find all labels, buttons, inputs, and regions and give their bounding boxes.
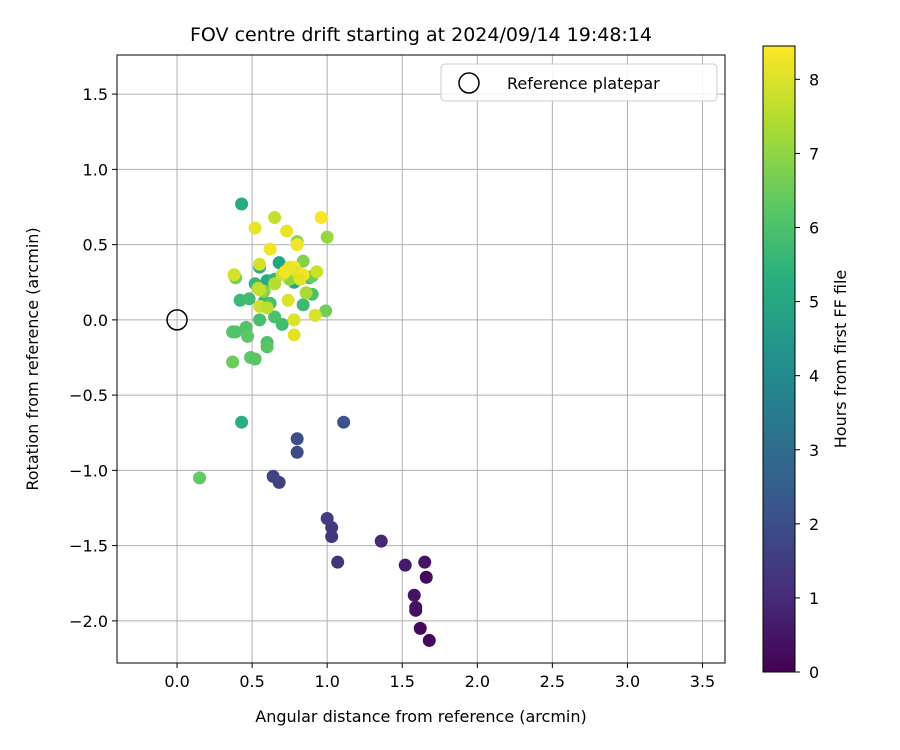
data-point xyxy=(290,445,304,459)
data-point xyxy=(314,211,328,225)
data-point xyxy=(193,471,207,485)
colorbar-tick-label: 7 xyxy=(809,144,819,163)
data-point xyxy=(235,415,249,429)
x-tick-label: 0.0 xyxy=(164,672,189,691)
data-point xyxy=(398,558,412,572)
data-point xyxy=(281,293,295,307)
colorbar-ticks: 0 1 2 3 4 5 6 7 8 xyxy=(795,70,819,682)
y-tick-label: 0.5 xyxy=(83,236,108,255)
y-tick-label: −1.0 xyxy=(69,461,108,480)
data-point xyxy=(418,555,432,569)
y-tick-label: −1.5 xyxy=(69,537,108,556)
legend-box xyxy=(440,63,718,102)
data-point xyxy=(253,257,267,271)
data-point xyxy=(283,260,297,274)
data-point xyxy=(242,292,256,306)
data-point xyxy=(248,352,262,366)
data-point xyxy=(422,633,436,647)
chart-title: FOV centre drift starting at 2024/09/14 … xyxy=(190,24,652,46)
colorbar-tick-label: 2 xyxy=(809,515,819,534)
data-point xyxy=(320,512,334,526)
colorbar-tick-label: 4 xyxy=(809,367,819,386)
x-tick-label: 1.5 xyxy=(390,672,415,691)
colorbar: 0 1 2 3 4 5 6 7 8 Hours from first FF file xyxy=(762,45,850,682)
data-point xyxy=(407,588,421,602)
data-point xyxy=(227,268,241,282)
legend: Reference platepar xyxy=(440,63,718,102)
y-tick-label: −0.5 xyxy=(69,386,108,405)
data-point xyxy=(260,340,274,354)
y-axis-title: Rotation from reference (arcmin) xyxy=(23,227,42,490)
plot-frame xyxy=(116,54,726,664)
data-point xyxy=(226,355,240,369)
colorbar-tick-label: 8 xyxy=(809,70,819,89)
colorbar-tick-label: 1 xyxy=(809,589,819,608)
data-point xyxy=(263,242,277,256)
x-tick-label: 2.5 xyxy=(540,672,565,691)
data-point xyxy=(319,304,333,318)
data-point xyxy=(253,313,267,327)
colorbar-tick-label: 5 xyxy=(809,293,819,312)
legend-label-reference-platepar: Reference platepar xyxy=(507,74,660,93)
colorbar-title: Hours from first FF file xyxy=(831,270,850,449)
data-point xyxy=(241,329,255,343)
data-point xyxy=(290,432,304,446)
data-point xyxy=(235,197,249,211)
x-tick-label: 3.5 xyxy=(690,672,715,691)
data-point xyxy=(290,238,304,252)
colorbar-tick-label: 0 xyxy=(809,663,819,682)
y-tick-label: 1.5 xyxy=(83,85,108,104)
data-point xyxy=(268,277,282,291)
colorbar-gradient xyxy=(762,45,796,673)
data-points xyxy=(166,197,436,647)
data-point xyxy=(320,230,334,244)
data-point xyxy=(229,325,243,339)
x-axis-ticks: 0.0 0.5 1.0 1.5 2.0 2.5 3.0 3.5 xyxy=(164,663,715,691)
y-tick-label: −2.0 xyxy=(69,612,108,631)
data-point xyxy=(268,211,282,225)
colorbar-tick-label: 6 xyxy=(809,219,819,238)
data-point xyxy=(374,534,388,548)
data-point xyxy=(266,469,280,483)
data-point xyxy=(296,298,310,312)
x-axis-title: Angular distance from reference (arcmin) xyxy=(255,707,586,726)
y-axis-ticks: 1.5 1.0 0.5 0.0 −0.5 −1.0 −1.5 −2.0 xyxy=(69,85,117,631)
data-point xyxy=(253,283,267,297)
data-point xyxy=(310,265,324,279)
data-point xyxy=(337,415,351,429)
grid xyxy=(117,55,725,663)
data-point xyxy=(248,221,262,235)
legend-marker-reference-platepar xyxy=(458,72,480,94)
data-point xyxy=(287,328,301,342)
data-point xyxy=(299,286,313,300)
data-point xyxy=(308,308,322,322)
data-point xyxy=(280,224,294,238)
x-tick-label: 3.0 xyxy=(615,672,640,691)
data-point xyxy=(287,313,301,327)
data-point xyxy=(260,301,274,315)
x-tick-label: 1.0 xyxy=(314,672,339,691)
colorbar-tick-label: 3 xyxy=(809,441,819,460)
x-tick-label: 2.0 xyxy=(465,672,490,691)
y-tick-label: 0.0 xyxy=(83,311,108,330)
data-point xyxy=(275,317,289,331)
data-point xyxy=(413,621,427,635)
y-tick-label: 1.0 xyxy=(83,160,108,179)
x-tick-label: 0.5 xyxy=(239,672,264,691)
data-point xyxy=(331,555,345,569)
data-point xyxy=(419,570,433,584)
data-point xyxy=(325,530,339,544)
data-point xyxy=(409,600,423,614)
reference-platepar-marker xyxy=(166,309,188,331)
data-point xyxy=(293,272,307,286)
